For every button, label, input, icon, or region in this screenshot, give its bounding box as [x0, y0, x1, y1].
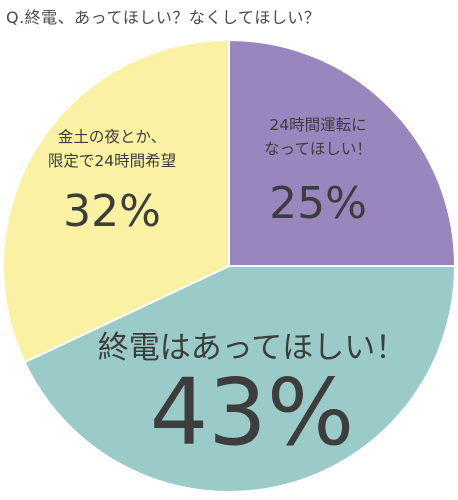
slice-value-1: 25% [269, 178, 367, 229]
pie-slice-2 [23, 265, 457, 493]
slice-label-2-line-1: 終電はあってほしい！ [98, 330, 406, 366]
slice-value-2: 43% [150, 359, 354, 466]
slice-value-3: 32% [63, 186, 161, 237]
pie-slice-1 [228, 38, 457, 267]
slice-label-3-line-1: 金土の夜とか、 [58, 128, 166, 146]
slice-label-3-line-2: 限定で24時間希望 [48, 152, 176, 170]
pie-slice-3 [2, 38, 230, 364]
slice-label-1-line-1: 24時間運転に [269, 116, 366, 134]
chart-title: Q.終電、あってほしい？なくしてほしい？ [6, 8, 321, 27]
slice-label-1-line-2: なってほしい！ [264, 140, 372, 158]
